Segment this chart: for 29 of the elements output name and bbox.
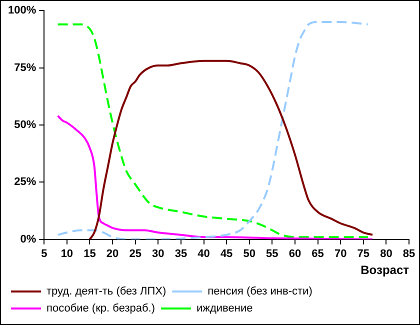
legend-label: труд. деят-ть (без ЛПХ) <box>46 286 166 298</box>
x-tick-label: 25 <box>129 248 142 260</box>
x-tick-label: 50 <box>243 248 256 260</box>
line-series <box>56 114 374 240</box>
x-tick-label: 70 <box>334 248 347 260</box>
legend-label: пенсия (без инв-сти) <box>208 286 312 298</box>
x-tick-label: 55 <box>266 248 278 260</box>
y-tick-label: 25% <box>14 176 36 188</box>
x-tick-label: 20 <box>106 248 119 260</box>
x-tick-label: 15 <box>84 248 96 260</box>
x-tick-label: 65 <box>312 248 324 260</box>
x-tick-label: 35 <box>174 248 188 260</box>
x-tick-label: 60 <box>288 248 302 260</box>
x-tick-label: 75 <box>357 248 370 260</box>
legend-label: пособие (кр. безраб.) <box>46 302 155 315</box>
x-tick-label: 80 <box>380 248 392 260</box>
y-tick-label: 75% <box>14 62 36 74</box>
y-tick-label: 50% <box>14 119 36 132</box>
legend-label: иждивение <box>196 302 253 315</box>
x-tick-label: 30 <box>152 248 164 260</box>
x-tick-label: 40 <box>198 248 210 260</box>
y-tick-label: 0% <box>20 233 36 246</box>
x-axis-title: Возраст <box>360 263 410 278</box>
x-tick-label: 85 <box>402 248 416 260</box>
x-tick-label: 45 <box>220 248 233 260</box>
y-tick-label: 100% <box>8 4 36 17</box>
line-series <box>88 60 374 240</box>
x-tick-label: 10 <box>60 248 74 260</box>
x-tick-label: 5 <box>41 248 48 260</box>
